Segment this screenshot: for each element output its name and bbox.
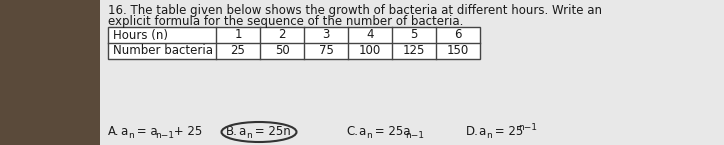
Text: 25: 25 xyxy=(230,45,245,58)
Text: C.: C. xyxy=(346,125,358,138)
Text: B.: B. xyxy=(226,125,238,138)
Text: = 25n: = 25n xyxy=(251,125,291,138)
Text: 100: 100 xyxy=(359,45,381,58)
Text: explicit formula for the sequence of the number of bacteria.: explicit formula for the sequence of the… xyxy=(108,15,463,28)
Text: 2: 2 xyxy=(278,29,286,41)
Text: n: n xyxy=(366,130,371,139)
Text: 4: 4 xyxy=(366,29,374,41)
Text: 75: 75 xyxy=(319,45,334,58)
Text: n−1: n−1 xyxy=(518,124,537,133)
Text: Number bacteria: Number bacteria xyxy=(113,45,213,58)
Text: Hours (n): Hours (n) xyxy=(113,29,168,41)
Text: a: a xyxy=(120,125,127,138)
Bar xyxy=(100,0,724,145)
Text: 3: 3 xyxy=(322,29,329,41)
Text: n: n xyxy=(246,130,252,139)
Text: n−1: n−1 xyxy=(155,130,174,139)
Text: 6: 6 xyxy=(454,29,462,41)
Bar xyxy=(0,0,100,145)
Text: = 25: = 25 xyxy=(491,125,523,138)
Text: 150: 150 xyxy=(447,45,469,58)
Text: n: n xyxy=(486,130,492,139)
Text: 50: 50 xyxy=(274,45,290,58)
Text: D.: D. xyxy=(466,125,479,138)
Text: a: a xyxy=(358,125,365,138)
Text: = a: = a xyxy=(133,125,158,138)
Text: 125: 125 xyxy=(403,45,425,58)
Text: 16. The table given below shows the growth of bacteria at different hours. Write: 16. The table given below shows the grow… xyxy=(108,4,602,17)
Text: n−1: n−1 xyxy=(405,130,424,139)
Text: n: n xyxy=(128,130,134,139)
Text: a: a xyxy=(478,125,485,138)
Text: = 25a: = 25a xyxy=(371,125,411,138)
Text: 5: 5 xyxy=(411,29,418,41)
Text: + 25: + 25 xyxy=(170,125,202,138)
Bar xyxy=(108,27,480,59)
Text: a: a xyxy=(238,125,245,138)
Text: A.: A. xyxy=(108,125,119,138)
Text: 1: 1 xyxy=(235,29,242,41)
